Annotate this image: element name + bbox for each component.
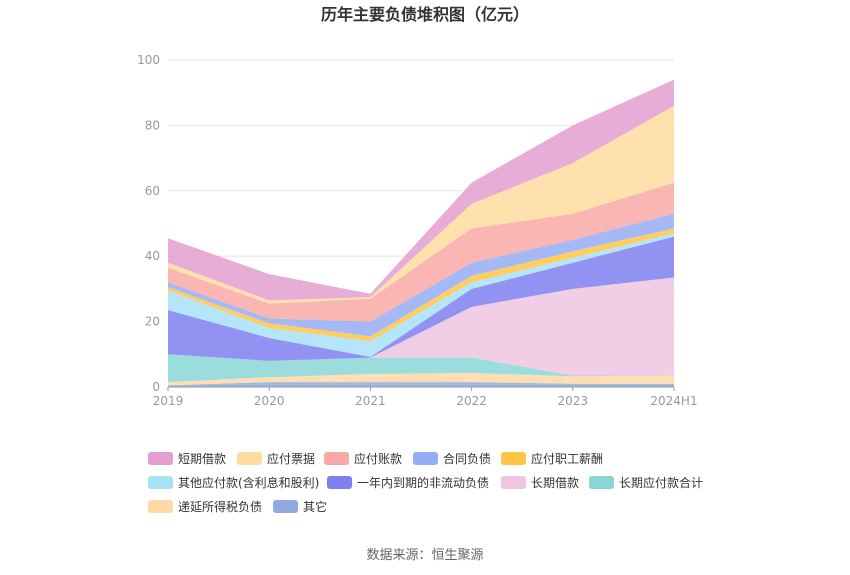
legend-item-一年内到期的非流动负债[interactable]: 一年内到期的非流动负债 bbox=[327, 475, 489, 490]
area-其它[interactable] bbox=[168, 382, 674, 387]
x-tick-label: 2022 bbox=[456, 394, 487, 408]
legend-label: 长期应付款合计 bbox=[619, 475, 703, 490]
legend-label: 短期借款 bbox=[178, 452, 226, 466]
area-一年内到期的非流动负债[interactable] bbox=[168, 236, 674, 361]
axes: 2019 2020 2021 2022 2023 2024H1 bbox=[153, 386, 698, 408]
y-tick-label: 80 bbox=[145, 118, 160, 132]
legend-swatch bbox=[148, 476, 173, 489]
legend-label: 合同负债 bbox=[443, 451, 491, 466]
area-递延所得税负债[interactable] bbox=[168, 372, 674, 386]
legend-item-应付账款[interactable]: 应付账款 bbox=[324, 451, 402, 466]
legend-label: 长期借款 bbox=[531, 476, 579, 490]
legend-item-短期借款[interactable]: 短期借款 bbox=[148, 452, 226, 466]
legend-item-合同负债[interactable]: 合同负债 bbox=[413, 451, 491, 466]
area-短期借款[interactable] bbox=[168, 79, 674, 301]
x-tick-label: 2021 bbox=[355, 394, 386, 408]
area-长期应付款合计[interactable] bbox=[168, 354, 674, 383]
legend-label: 应付职工薪酬 bbox=[531, 451, 603, 466]
legend-swatch bbox=[237, 452, 262, 465]
legend-swatch bbox=[501, 452, 526, 465]
legend-label: 应付票据 bbox=[267, 451, 315, 466]
legend-item-长期应付款合计[interactable]: 长期应付款合计 bbox=[589, 475, 703, 490]
area-长期借款[interactable] bbox=[168, 277, 674, 376]
legend-label: 其他应付款(含利息和股利) bbox=[178, 475, 319, 490]
area-应付票据[interactable] bbox=[168, 105, 674, 304]
legend-item-应付票据[interactable]: 应付票据 bbox=[237, 451, 315, 466]
y-tick-label: 100 bbox=[137, 53, 160, 67]
legend-swatch bbox=[324, 452, 349, 465]
legend-item-应付职工薪酬[interactable]: 应付职工薪酬 bbox=[501, 451, 603, 466]
y-tick-label: 40 bbox=[145, 249, 160, 263]
y-tick-label: 20 bbox=[145, 315, 160, 329]
area-series bbox=[168, 79, 674, 387]
legend-swatch bbox=[273, 500, 298, 513]
legend-swatch bbox=[148, 452, 173, 465]
legend-item-其它[interactable]: 其它 bbox=[273, 499, 327, 514]
legend-swatch bbox=[501, 476, 526, 489]
chart-title: 历年主要负债堆积图（亿元） bbox=[321, 5, 529, 24]
data-source: 数据来源：恒生聚源 bbox=[366, 548, 483, 563]
legend-label: 其它 bbox=[303, 499, 327, 514]
x-tick-label: 2020 bbox=[254, 394, 285, 408]
legend-label: 递延所得税负债 bbox=[178, 499, 262, 514]
legend-item-递延所得税负债[interactable]: 递延所得税负债 bbox=[148, 499, 262, 514]
y-tick-label: 60 bbox=[145, 184, 160, 198]
x-tick-label: 2023 bbox=[558, 394, 589, 408]
legend-swatch bbox=[589, 476, 614, 489]
legend-swatch bbox=[413, 452, 438, 465]
y-tick-label: 0 bbox=[152, 380, 160, 394]
legend-label: 应付账款 bbox=[354, 451, 402, 466]
x-tick-label: 2024H1 bbox=[650, 394, 697, 408]
legend-swatch bbox=[327, 476, 352, 489]
area-其他应付款含利息和股利[interactable] bbox=[168, 233, 674, 357]
legend-item-长期借款[interactable]: 长期借款 bbox=[501, 476, 579, 490]
x-tick-label: 2019 bbox=[153, 394, 184, 408]
legend-label: 一年内到期的非流动负债 bbox=[357, 475, 489, 490]
legend-swatch bbox=[148, 500, 173, 513]
legend-item-其他应付款含利息和股利[interactable]: 其他应付款(含利息和股利) bbox=[148, 475, 319, 490]
